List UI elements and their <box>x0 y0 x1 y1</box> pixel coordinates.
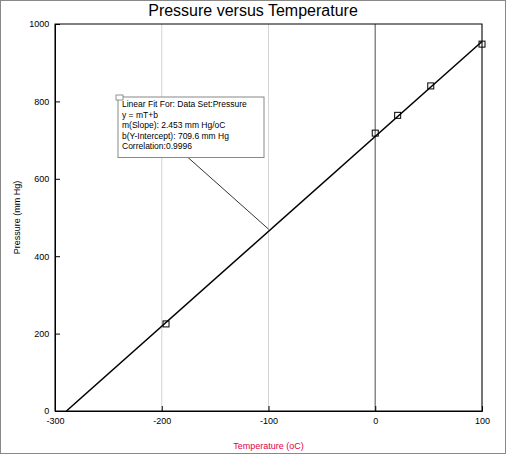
tick-label: 1000 <box>29 19 49 29</box>
tick-label: -200 <box>153 416 171 426</box>
tick: 600 <box>34 174 60 184</box>
fit-line <box>66 41 482 411</box>
tick: 0 <box>44 406 60 416</box>
tick: -100 <box>260 406 278 426</box>
tick-label: 200 <box>34 329 49 339</box>
tick-mark <box>55 334 60 335</box>
axis-line <box>56 25 61 412</box>
tick-mark <box>375 406 376 411</box>
tick-label: 0 <box>44 406 49 416</box>
tick-label: 400 <box>34 252 49 262</box>
annotation-text: Correlation:0.9996 <box>122 141 192 151</box>
annotation-box <box>118 97 264 158</box>
tick: 800 <box>34 97 60 107</box>
tick-mark <box>269 406 270 411</box>
tick: 400 <box>34 252 60 262</box>
tick: 100 <box>475 406 490 426</box>
tick-label: 100 <box>475 416 490 426</box>
tick: 0 <box>373 406 378 426</box>
annotation-text: y = mT+b <box>122 110 158 120</box>
grid-line <box>375 24 377 411</box>
annotation: Linear Fit For: Data Set:Pressurey = mT+… <box>116 95 269 229</box>
title: Pressure versus Temperature <box>148 2 358 19</box>
tick-mark <box>55 256 60 257</box>
x-axis-title: Temperature (oC) <box>233 441 304 451</box>
tick-label: 600 <box>34 174 49 184</box>
plot-marks <box>66 41 485 411</box>
x-axis: -300 -200 -100 0 100 <box>46 406 490 426</box>
tick-mark <box>55 24 60 25</box>
tick-label: -100 <box>260 416 278 426</box>
tick: -200 <box>153 406 171 426</box>
tick-mark <box>55 411 60 412</box>
tick-mark <box>55 101 60 102</box>
tick-label: -300 <box>46 416 64 426</box>
tick-mark <box>162 406 163 411</box>
grid-line <box>161 24 162 411</box>
grid-line <box>268 24 269 411</box>
y-axis-title: Pressure (mm Hg) <box>12 181 22 255</box>
axis-line <box>56 406 483 412</box>
plot-frame <box>55 24 482 411</box>
chart-border <box>1 1 506 454</box>
tick: 200 <box>34 329 60 339</box>
chart: Pressure versus Temperature -300 -200 -100 0… <box>0 0 528 467</box>
annotation-text: Linear Fit For: Data Set:Pressure <box>122 99 247 109</box>
grid <box>55 24 482 411</box>
y-axis: 0 200 400 600 800 1000 <box>29 19 60 416</box>
tick-label: 0 <box>373 416 378 426</box>
annotation-leader <box>188 158 269 230</box>
annotation-text: b(Y-Intercept): 709.6 mm Hg <box>122 131 229 141</box>
annotation-text: m(Slope): 2.453 mm Hg/oC <box>122 120 225 130</box>
tick-mark <box>55 179 60 180</box>
tick-mark <box>482 406 483 411</box>
tick-label: 800 <box>34 97 49 107</box>
tick: 1000 <box>29 19 60 29</box>
